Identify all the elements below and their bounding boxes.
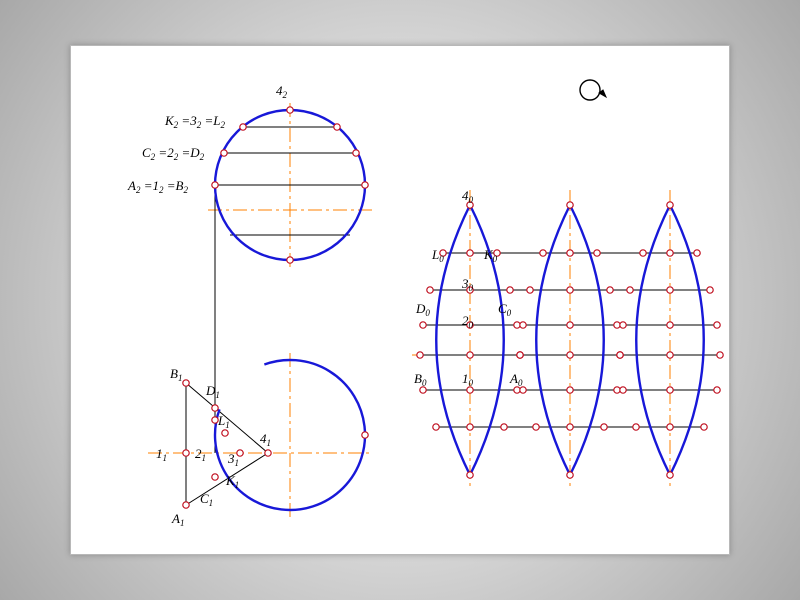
svg-text:K2 =32 =L2: K2 =32 =L2: [164, 113, 225, 130]
svg-text:A0: A0: [509, 371, 523, 388]
svg-text:30: 30: [461, 276, 474, 293]
svg-text:42: 42: [276, 83, 288, 100]
drawing-svg: 42 K2 =32 =L2 C2 =22 =D2 A2 =12 =B2 B1 D1 L1 41…: [70, 45, 730, 555]
svg-text:40: 40: [462, 188, 474, 205]
svg-text:C1: C1: [200, 491, 213, 508]
svg-text:20: 20: [462, 313, 474, 330]
svg-text:10: 10: [462, 371, 474, 388]
svg-text:41: 41: [260, 431, 271, 448]
svg-text:D0: D0: [415, 301, 430, 318]
svg-text:11: 11: [156, 446, 167, 463]
svg-text:B1: B1: [170, 366, 182, 383]
svg-text:L1: L1: [217, 413, 230, 430]
svg-text:21: 21: [195, 446, 206, 463]
svg-text:C0: C0: [498, 301, 512, 318]
svg-text:C2 =22 =D2: C2 =22 =D2: [142, 145, 205, 162]
svg-text:K1: K1: [225, 473, 239, 490]
drawing-frame: 42 K2 =32 =L2 C2 =22 =D2 A2 =12 =B2 B1 D1 L1 41…: [70, 45, 730, 555]
svg-text:B0: B0: [414, 371, 427, 388]
svg-text:A1: A1: [171, 511, 184, 528]
svg-text:A2 =12 =B2: A2 =12 =B2: [127, 178, 188, 195]
svg-text:D1: D1: [205, 383, 220, 400]
